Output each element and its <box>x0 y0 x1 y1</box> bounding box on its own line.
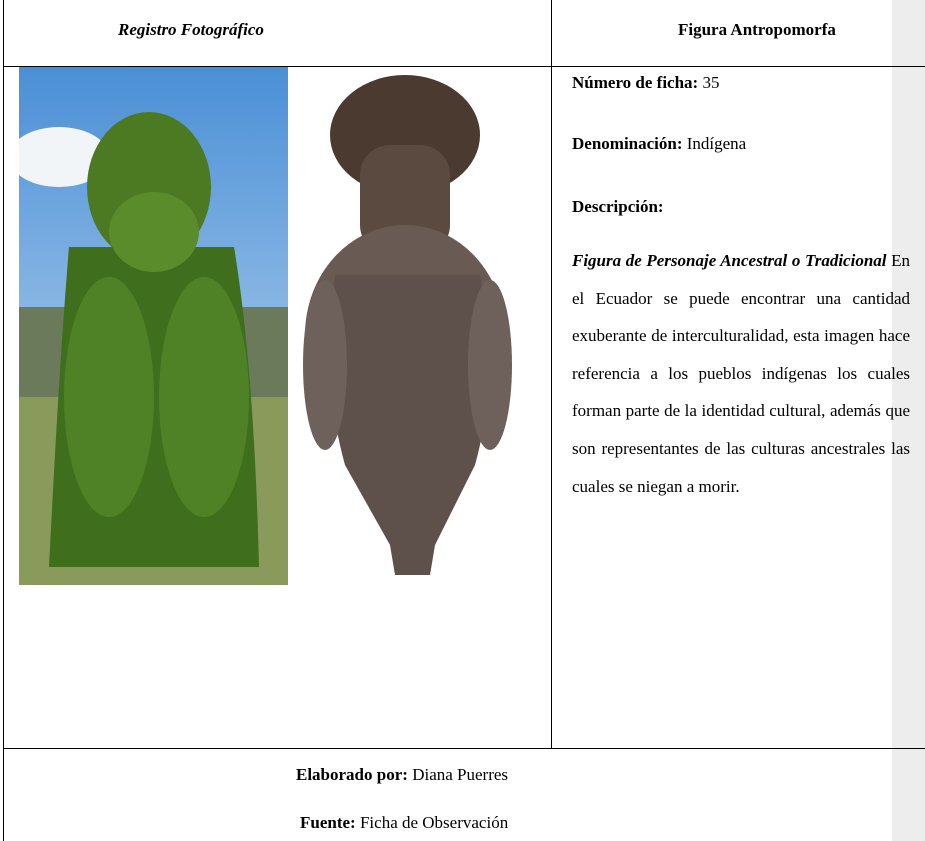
border <box>3 748 925 749</box>
footer-value: Ficha de Observación <box>359 813 509 832</box>
field: Denominación: Indígena <box>572 134 746 154</box>
field-label: Denominación: <box>572 134 683 153</box>
margin-strip <box>892 0 925 841</box>
field-value: 35 <box>702 73 720 92</box>
border <box>551 0 552 748</box>
footer-label: Elaborado por: <box>296 765 408 784</box>
photo-topiary <box>19 67 288 585</box>
border <box>3 0 4 841</box>
footer-value: Diana Puerres <box>412 765 509 784</box>
description-emphasis: Figura de Personaje Ancestral o Tradicio… <box>572 251 887 270</box>
field-label: Número de ficha: <box>572 73 699 92</box>
field-value: Indígena <box>686 134 747 153</box>
description-text: En el Ecuador se puede encontrar una can… <box>572 251 910 496</box>
field: Número de ficha: 35 <box>572 73 719 93</box>
footer-label: Fuente: <box>300 813 356 832</box>
photo-figurine <box>303 75 512 575</box>
description: Figura de Personaje Ancestral o Tradicio… <box>572 242 910 505</box>
description-label: Descripción: <box>572 197 664 216</box>
footer-line: Fuente: Ficha de Observación <box>300 813 508 833</box>
footer-line: Elaborado por: Diana Puerres <box>296 765 508 785</box>
header-right: Figura Antropomorfa <box>678 20 836 39</box>
border <box>3 66 925 67</box>
header-left: Registro Fotográfico <box>118 20 264 39</box>
